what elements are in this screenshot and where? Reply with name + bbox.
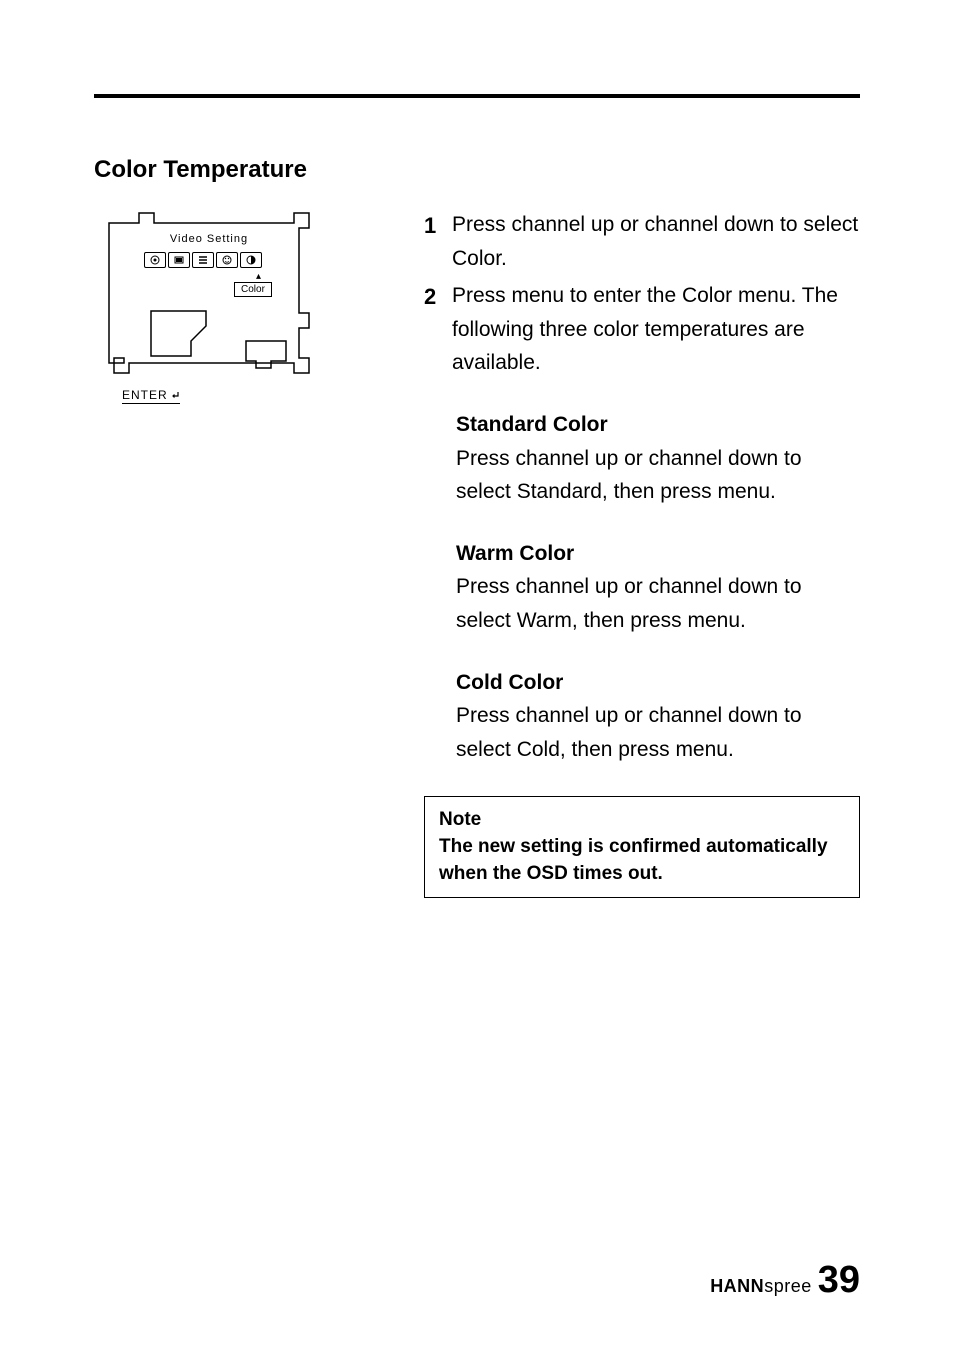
page-footer: HANNspree 39 bbox=[710, 1259, 860, 1302]
osd-icon-1 bbox=[144, 252, 166, 268]
step-2-num: 2 bbox=[424, 279, 440, 380]
osd-icon-5 bbox=[240, 252, 262, 268]
diagram-column: Video Setting bbox=[94, 208, 394, 898]
option-3-text: Press channel up or channel down to sele… bbox=[456, 699, 860, 766]
osd-caret-icon: ▴ bbox=[256, 271, 261, 282]
osd-icon-2 bbox=[168, 252, 190, 268]
osd-icon-3 bbox=[192, 252, 214, 268]
step-2: 2 Press menu to enter the Color menu. Th… bbox=[424, 279, 860, 380]
brand-logo: HANNspree bbox=[710, 1276, 812, 1297]
page-container: Color Temperature Video Setting bbox=[0, 0, 954, 1352]
brand-light: spree bbox=[764, 1276, 812, 1296]
top-rule bbox=[94, 94, 860, 98]
option-2-text: Press channel up or channel down to sele… bbox=[456, 570, 860, 637]
step-1: 1 Press channel up or channel down to se… bbox=[424, 208, 860, 275]
option-1-heading: Standard Color bbox=[456, 408, 860, 442]
note-text: The new setting is confirmed automatical… bbox=[439, 834, 845, 887]
osd-icon-4 bbox=[216, 252, 238, 268]
section-title: Color Temperature bbox=[94, 156, 860, 184]
step-2-text: Press menu to enter the Color menu. The … bbox=[452, 279, 860, 380]
step-1-num: 1 bbox=[424, 208, 440, 275]
note-box: Note The new setting is confirmed automa… bbox=[424, 796, 860, 898]
osd-inner-shape bbox=[146, 306, 296, 371]
brand-bold: HANN bbox=[710, 1276, 764, 1296]
enter-arrow-icon bbox=[170, 390, 180, 400]
enter-label: ENTER bbox=[122, 388, 180, 404]
option-1-text: Press channel up or channel down to sele… bbox=[456, 442, 860, 509]
content-wrap: Video Setting bbox=[94, 208, 860, 898]
video-setting-label: Video Setting bbox=[104, 233, 314, 245]
osd-icon-row bbox=[144, 252, 262, 268]
option-2-heading: Warm Color bbox=[456, 537, 860, 571]
osd-color-label: Color bbox=[234, 282, 272, 297]
option-3-heading: Cold Color bbox=[456, 666, 860, 700]
osd-diagram: Video Setting bbox=[104, 208, 344, 408]
note-title: Note bbox=[439, 807, 845, 834]
enter-text: ENTER bbox=[122, 388, 168, 402]
step-1-text: Press channel up or channel down to sele… bbox=[452, 208, 860, 275]
page-number: 39 bbox=[818, 1259, 860, 1302]
text-column: 1 Press channel up or channel down to se… bbox=[424, 208, 860, 898]
